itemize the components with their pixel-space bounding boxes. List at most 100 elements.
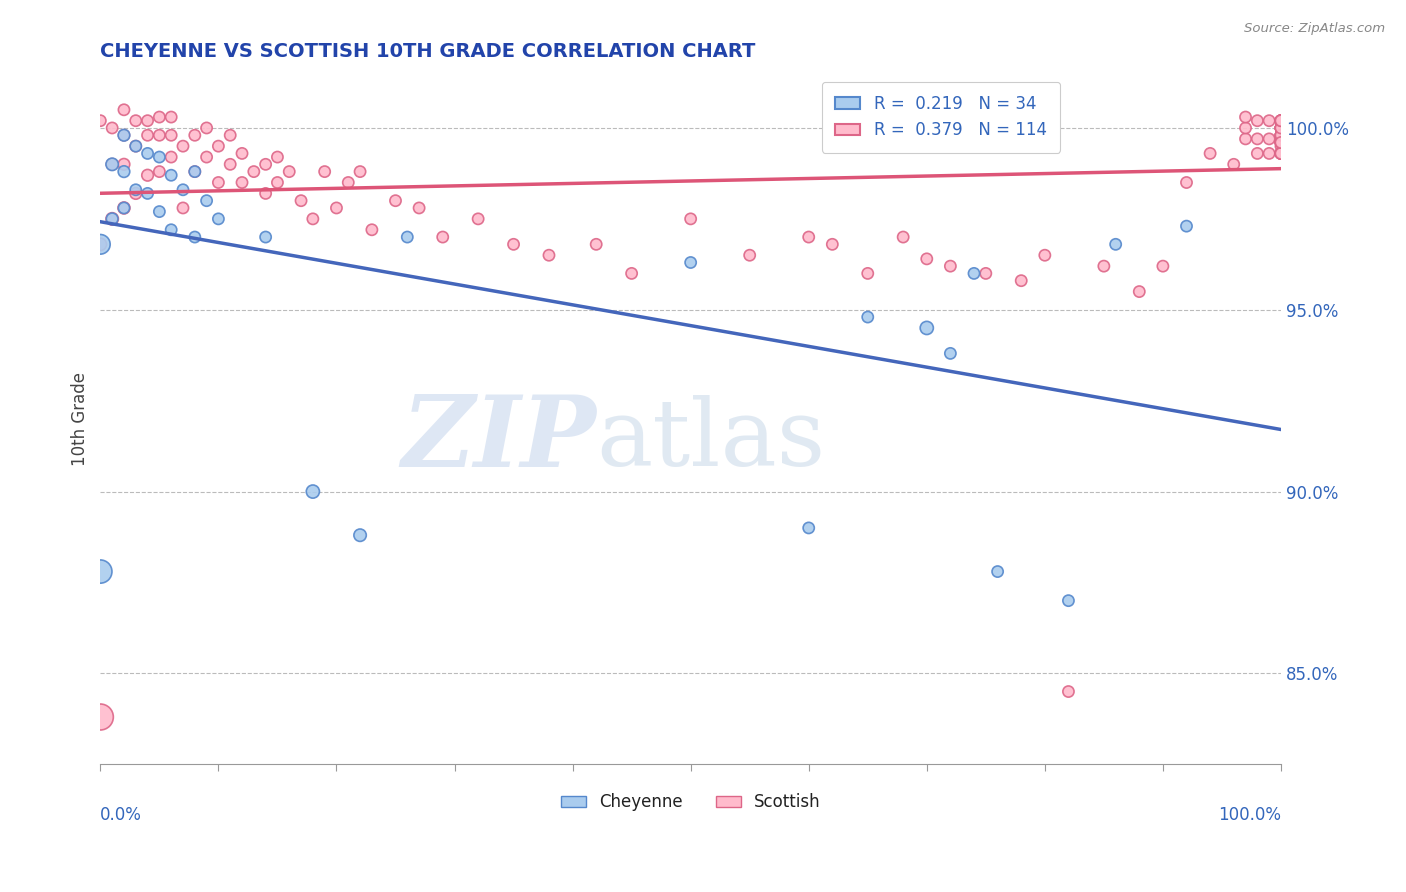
Point [136,186,159,201]
Point [125,113,148,128]
Point [620,267,643,281]
Point [112,201,135,215]
Point [136,128,159,143]
Point [1270,113,1292,128]
Point [1057,684,1080,698]
Point [1270,113,1292,128]
Point [302,211,325,226]
Point [1270,146,1292,161]
Point [1152,259,1174,273]
Point [1270,120,1292,135]
Point [195,120,218,135]
Point [1033,248,1056,262]
Point [1010,274,1032,288]
Point [1234,110,1257,124]
Point [325,201,347,215]
Point [384,194,406,208]
Point [266,150,288,164]
Point [1258,113,1281,128]
Point [1270,120,1292,135]
Point [396,230,419,244]
Point [856,310,879,324]
Point [254,186,277,201]
Point [1246,132,1268,146]
Point [1234,132,1257,146]
Point [125,139,148,153]
Point [184,164,207,178]
Point [278,164,301,178]
Point [1222,157,1244,171]
Point [939,346,962,360]
Text: atlas: atlas [596,394,825,484]
Point [89,710,111,724]
Point [1270,146,1292,161]
Point [1270,120,1292,135]
Point [184,230,207,244]
Point [939,259,962,273]
Point [1246,113,1268,128]
Point [361,223,384,237]
Point [1270,120,1292,135]
Point [172,139,194,153]
Point [1270,128,1292,143]
Point [184,128,207,143]
Point [172,183,194,197]
Point [136,113,159,128]
Point [1270,146,1292,161]
Point [1270,113,1292,128]
Point [231,176,253,190]
Point [112,201,135,215]
Point [89,565,111,579]
Point [1270,113,1292,128]
Point [1258,132,1281,146]
Point [219,128,242,143]
Point [337,176,360,190]
Point [1092,259,1115,273]
Point [1270,113,1292,128]
Point [160,168,183,182]
Point [1270,136,1292,150]
Point [1270,113,1292,128]
Point [467,211,489,226]
Point [679,211,702,226]
Point [112,164,135,178]
Point [891,230,914,244]
Point [349,164,371,178]
Point [125,139,148,153]
Point [231,146,253,161]
Point [101,157,124,171]
Point [915,321,938,335]
Point [915,252,938,266]
Point [502,237,524,252]
Point [1270,139,1292,153]
Point [314,164,336,178]
Point [112,128,135,143]
Point [172,201,194,215]
Point [89,237,111,252]
Point [1057,593,1080,607]
Point [349,528,371,542]
Point [1270,136,1292,150]
Point [1270,136,1292,150]
Point [408,201,430,215]
Point [101,211,124,226]
Point [290,194,312,208]
Point [112,103,135,117]
Point [821,237,844,252]
Point [101,157,124,171]
Text: 100.0%: 100.0% [1218,805,1281,823]
Legend: Cheyenne, Scottish: Cheyenne, Scottish [554,787,828,818]
Point [148,204,170,219]
Point [148,128,170,143]
Point [207,176,229,190]
Point [1199,146,1222,161]
Point [1128,285,1150,299]
Point [987,565,1010,579]
Point [1270,113,1292,128]
Point [160,223,183,237]
Point [148,110,170,124]
Point [207,139,229,153]
Point [112,157,135,171]
Text: Source: ZipAtlas.com: Source: ZipAtlas.com [1244,22,1385,36]
Point [679,255,702,269]
